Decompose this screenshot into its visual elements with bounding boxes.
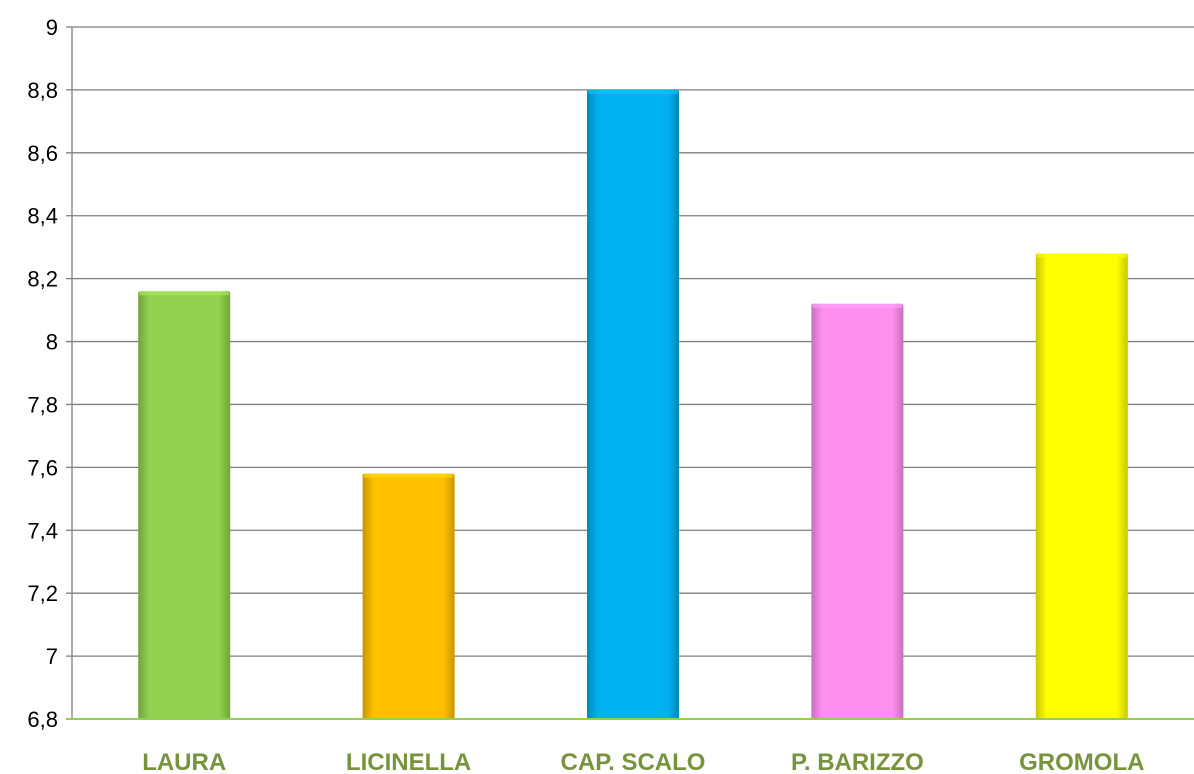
bar-top-highlight — [1036, 253, 1127, 258]
bar-p-barizzo — [811, 303, 904, 719]
y-tick-label: 9 — [46, 15, 58, 40]
bar-licinella — [362, 473, 455, 719]
y-tick-label: 7,4 — [27, 518, 58, 543]
bar-laura — [138, 291, 231, 719]
x-tick-label: LAURA — [142, 749, 226, 774]
y-tick-label: 6,8 — [27, 707, 58, 732]
y-tick-label: 8,6 — [27, 141, 58, 166]
y-tick-label: 7 — [46, 644, 58, 669]
x-tick-label: P. BARIZZO — [791, 749, 924, 774]
bar-gromola — [1035, 253, 1128, 720]
y-axis-tick-labels: 6,8 7 7,2 7,4 7,6 7,8 8 8,2 8,4 8,6 8,8 9 — [27, 15, 58, 732]
y-tick-label: 7,6 — [27, 455, 58, 480]
y-tick-label: 8,8 — [27, 78, 58, 103]
x-tick-label: CAP. SCALO — [561, 749, 706, 774]
y-tick-label: 8,2 — [27, 267, 58, 292]
bar-top-highlight — [812, 303, 903, 308]
bar-top-highlight — [587, 89, 679, 94]
x-tick-label: GROMOLA — [1019, 749, 1144, 774]
bar-cap-scalo — [586, 89, 680, 720]
y-tick-label: 7,8 — [27, 392, 58, 417]
y-tick-label: 8 — [46, 330, 58, 355]
bar-top-highlight — [363, 473, 454, 478]
y-tick-label: 7,2 — [27, 581, 58, 606]
bars — [138, 89, 1128, 720]
x-tick-label: LICINELLA — [346, 749, 471, 774]
y-tick-label: 8,4 — [27, 204, 58, 229]
x-axis-category-labels: LAURA LICINELLA CAP. SCALO P. BARIZZO GROMOL… — [142, 749, 1144, 774]
bar-top-highlight — [139, 291, 230, 296]
